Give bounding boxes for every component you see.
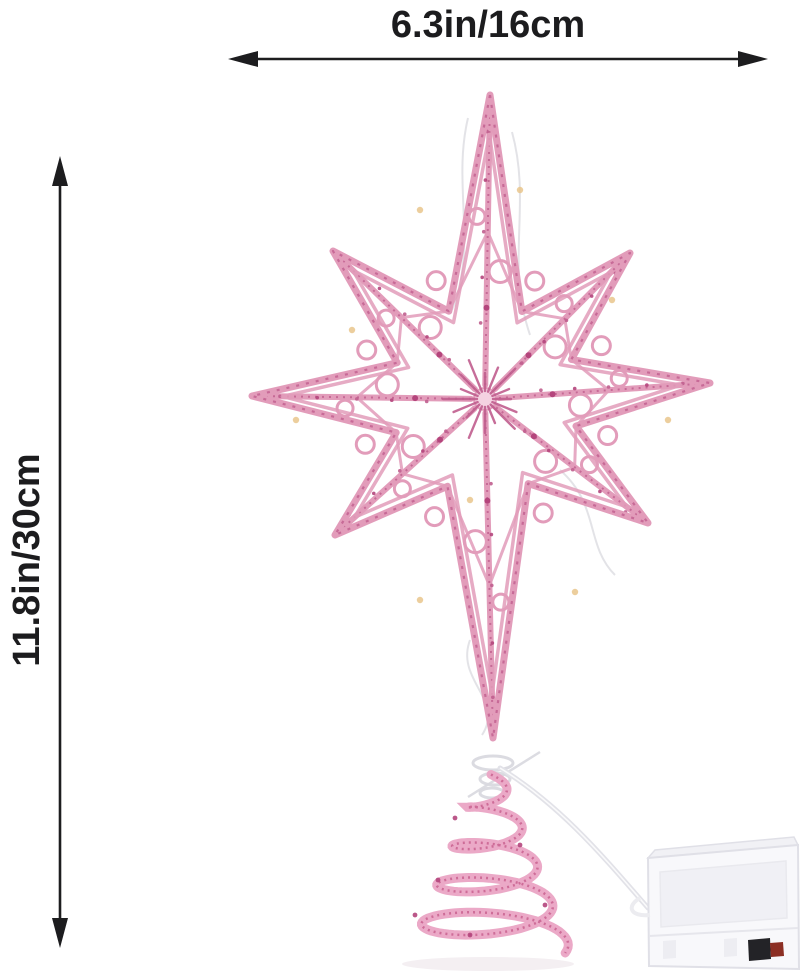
battery-box-graphic bbox=[629, 836, 800, 971]
horizontal-dimension-arrow bbox=[228, 51, 768, 67]
vertical-dimension-arrow bbox=[52, 156, 68, 948]
width-dimension-label: 6.3in/16cm bbox=[390, 4, 586, 46]
floor-shadow bbox=[402, 957, 574, 971]
left-arrowhead-icon bbox=[228, 51, 258, 67]
spiral-cone-base-graphic bbox=[412, 770, 573, 958]
glitter-star-topper-graphic bbox=[248, 91, 714, 742]
up-arrowhead-icon bbox=[52, 156, 68, 186]
power-cable-graphic bbox=[497, 765, 651, 911]
right-arrowhead-icon bbox=[738, 51, 768, 67]
clear-wire-wrap-graphic bbox=[467, 750, 541, 800]
down-arrowhead-icon bbox=[52, 918, 68, 948]
